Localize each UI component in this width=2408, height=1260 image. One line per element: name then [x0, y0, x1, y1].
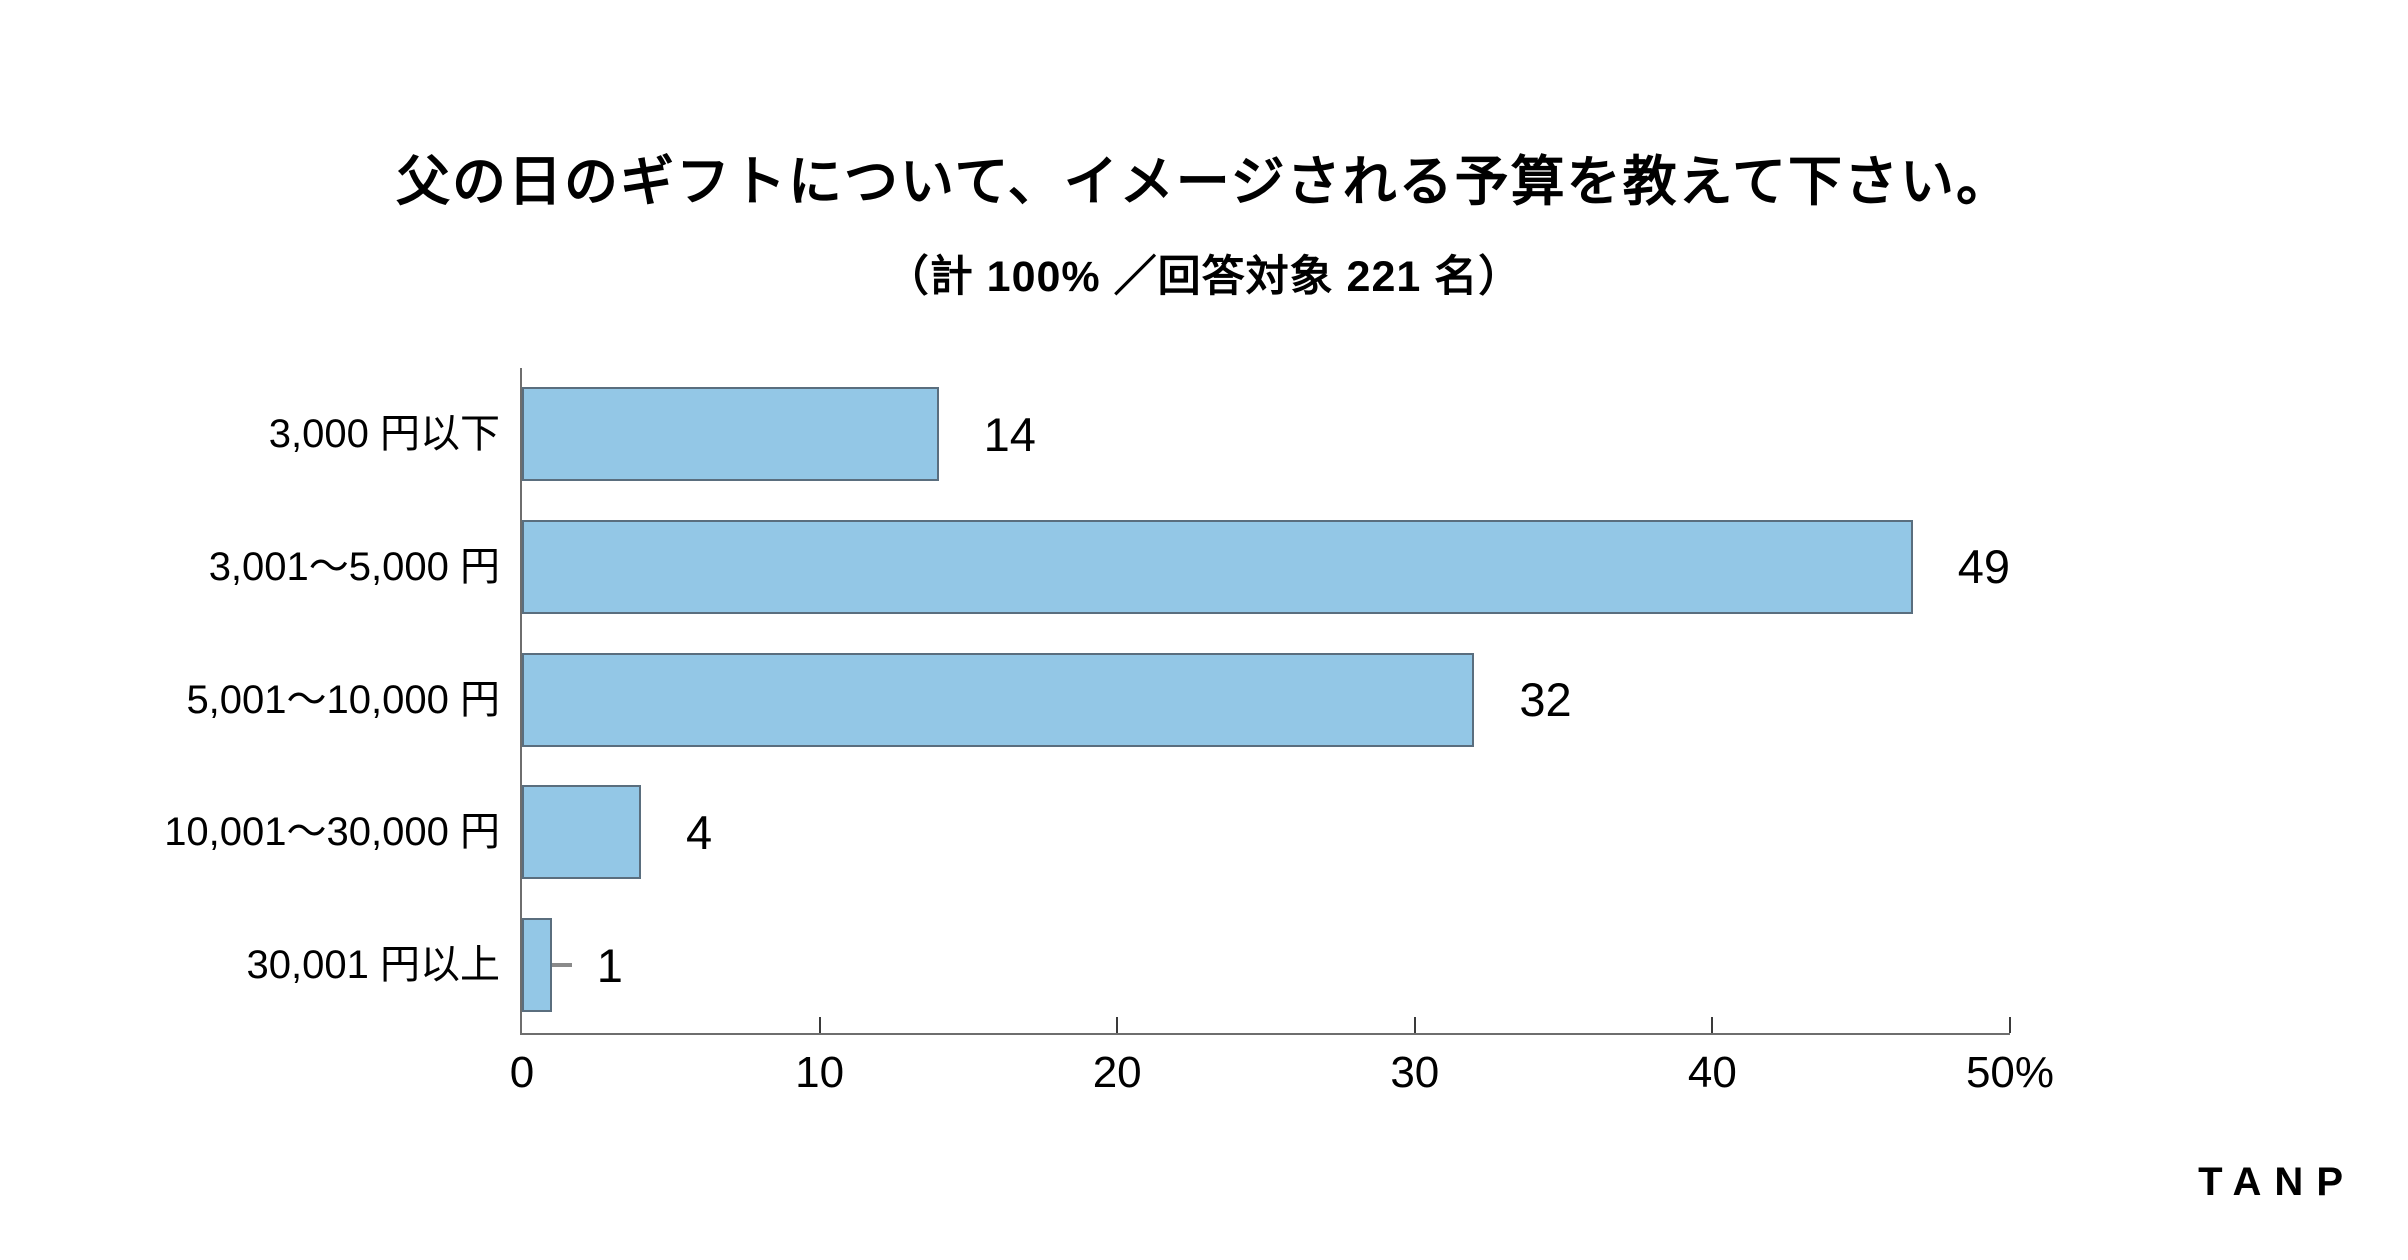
error-dash [551, 963, 572, 967]
x-axis-tick-label: 40 [1687, 1048, 1737, 1097]
category-label: 30,001 円以上 [246, 943, 500, 987]
plot-area: 3,000 円以下 14 3,001〜5,000 円 49 5,001〜10,000 円… [164, 368, 2054, 1095]
bar [522, 387, 939, 481]
bar-row: 5,001〜10,000 円 32 [186, 652, 2010, 747]
bar [522, 918, 552, 1012]
x-axis-tick-mark [1413, 1017, 1416, 1033]
bar [522, 652, 1475, 747]
bar-row: 3,000 円以下 14 [269, 387, 2010, 481]
bar-row: 10,001〜30,000 円 4 [164, 785, 2010, 880]
bar-rows: 3,000 円以下 14 3,001〜5,000 円 49 5,001〜10,000 円… [164, 368, 2010, 1033]
x-axis-tick-label: 0 [509, 1048, 535, 1097]
x-axis-tick-label: 30 [1390, 1048, 1440, 1097]
category-label: 3,001〜5,000 円 [208, 544, 500, 589]
x-axis-tick-mark [2009, 1017, 2011, 1033]
category-label: 3,000 円以下 [268, 412, 500, 456]
x-axis-tick-mark [1116, 1017, 1119, 1033]
x-axis-tick-label: 50% [1965, 1048, 2055, 1097]
category-label: 10,001〜30,000 円 [164, 810, 500, 855]
x-axis-tick-mark [818, 1017, 821, 1033]
x-axis-tick-label: 10 [795, 1048, 845, 1097]
bar-value-label: 49 [1957, 540, 2010, 594]
x-axis-tick-labels: 0 10 20 30 40 50% [510, 1048, 2054, 1111]
category-label: 5,001〜10,000 円 [186, 677, 500, 722]
bar-row: 3,001〜5,000 円 49 [209, 519, 2010, 614]
x-axis-tick-mark [1711, 1017, 1714, 1033]
chart-subtitle: （計 100% ／回答対象 221 名） [885, 253, 1523, 301]
tanp-logo: TANP [2198, 1160, 2356, 1204]
bar-value-label: 4 [686, 805, 713, 859]
bar [522, 519, 1913, 614]
chart-title: 父の日のギフトについて、イメージされる予算を教えて下さい。 [396, 152, 2012, 212]
bar-value-label: 1 [596, 938, 623, 992]
bar-value-label: 14 [983, 407, 1036, 461]
bar-row: 30,001 円以上 1 [247, 918, 2010, 1012]
bar-value-label: 32 [1519, 673, 1572, 726]
bar [522, 785, 642, 880]
x-axis-tick-label: 20 [1092, 1048, 1142, 1097]
